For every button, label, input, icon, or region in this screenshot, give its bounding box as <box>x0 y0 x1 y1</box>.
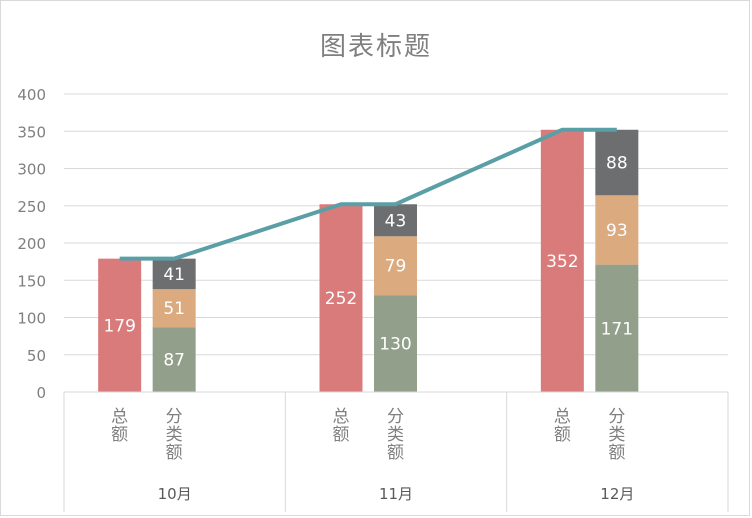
line-total <box>119 127 617 261</box>
data-label: 93 <box>606 221 628 241</box>
y-tick-label: 50 <box>27 347 46 365</box>
bar-segment <box>595 264 639 392</box>
y-tick-label: 350 <box>17 123 46 141</box>
bar-segment <box>374 236 417 296</box>
data-labels: 179 87 51 41 252 130 79 43 352 171 93 88 <box>103 154 633 371</box>
bar-segment <box>152 289 196 328</box>
y-axis-ticks: 0 50 100 150 200 250 300 350 400 <box>17 86 46 402</box>
data-label: 179 <box>103 316 135 336</box>
x-subcategory-label: 总额 <box>554 407 571 445</box>
data-label: 88 <box>606 154 628 174</box>
bar-total <box>319 204 363 392</box>
data-label: 87 <box>163 351 185 371</box>
y-tick-label: 100 <box>17 310 46 328</box>
y-tick-label: 0 <box>36 384 46 402</box>
x-subcategory-label: 分类额 <box>387 407 404 463</box>
bars <box>98 129 639 392</box>
bar-segment <box>374 295 417 392</box>
data-label: 51 <box>163 299 185 319</box>
data-label: 41 <box>163 265 185 285</box>
x-group-label: 12月 <box>600 485 634 503</box>
y-tick-label: 150 <box>17 272 46 290</box>
bar-total <box>98 258 142 392</box>
y-tick-label: 300 <box>17 161 46 179</box>
total-line <box>119 127 617 261</box>
data-label: 252 <box>325 289 357 309</box>
bar-segment <box>374 204 417 237</box>
y-tick-label: 400 <box>17 86 46 104</box>
chart-title: 图表标题 <box>319 32 432 62</box>
y-tick-label: 200 <box>17 235 46 253</box>
x-axis: 总额 分类额 10月 总额 分类额 11月 总额 分类额 12月 <box>63 391 729 512</box>
bar-segment <box>595 129 639 196</box>
x-subcategory-label: 总额 <box>333 407 350 445</box>
x-group-label: 10月 <box>158 485 192 503</box>
bar-segment <box>152 258 196 290</box>
y-tick-label: 250 <box>17 198 46 216</box>
data-label: 43 <box>385 211 407 231</box>
data-label: 130 <box>379 335 411 355</box>
data-label: 352 <box>546 252 578 272</box>
x-group-label: 11月 <box>379 485 413 503</box>
bar-total <box>540 129 584 392</box>
x-subcategory-label: 分类额 <box>608 407 625 463</box>
x-subcategory-label: 分类额 <box>166 407 183 463</box>
data-label: 171 <box>601 319 633 339</box>
bar-segment <box>595 195 639 265</box>
data-label: 79 <box>385 257 407 277</box>
bar-segment <box>152 327 196 392</box>
x-subcategory-label: 总额 <box>111 407 128 445</box>
